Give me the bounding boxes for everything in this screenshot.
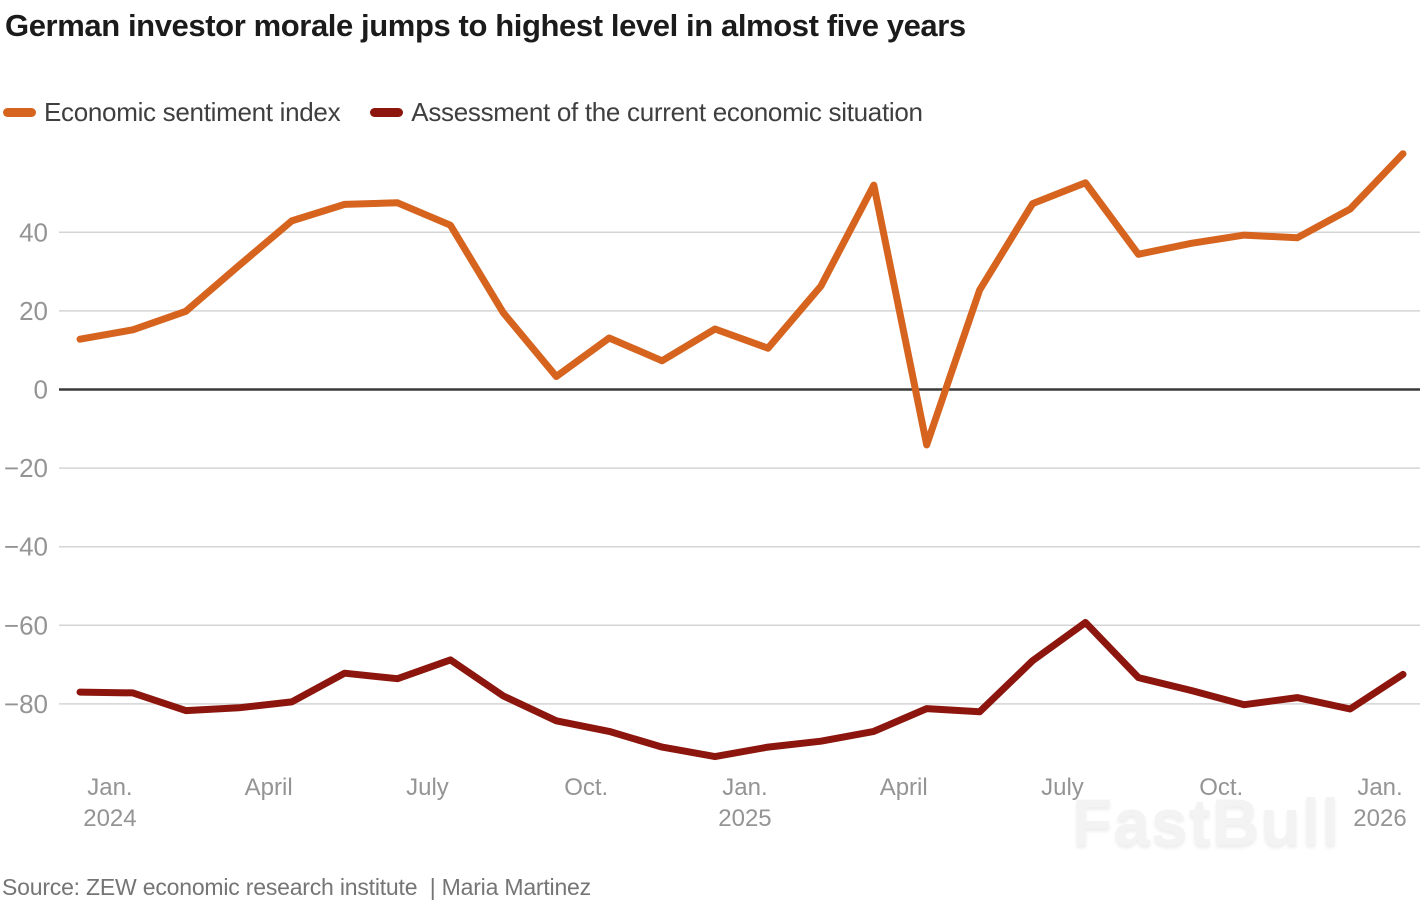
y-axis-label: −80 — [4, 689, 48, 719]
sentiment-swatch-icon — [3, 108, 36, 117]
fastbull-watermark: FastBull — [1072, 785, 1341, 859]
y-axis-label: −60 — [4, 610, 48, 640]
sentiment-line — [76, 150, 1407, 449]
y-axis-label: 40 — [19, 217, 48, 247]
x-axis-label: July — [1041, 774, 1084, 801]
x-axis-year-label: 2026 — [1353, 805, 1406, 832]
situation-line — [76, 619, 1407, 761]
y-axis-label: −40 — [4, 532, 48, 562]
x-axis-label: April — [880, 774, 928, 801]
x-axis-label: Oct. — [564, 774, 608, 801]
legend-item-sentiment: Economic sentiment index — [3, 97, 341, 128]
x-axis-label: Jan. — [1357, 774, 1402, 801]
x-axis-year-label: 2024 — [83, 805, 136, 832]
legend-label-sentiment: Economic sentiment index — [44, 97, 341, 127]
legend-label-situation: Assessment of the current economic situa… — [411, 97, 923, 127]
x-axis-label: April — [245, 774, 293, 801]
x-axis-year-label: 2025 — [718, 805, 771, 832]
x-axis-label: Oct. — [1199, 774, 1243, 801]
y-axis-label: −20 — [4, 453, 48, 483]
x-axis-label: July — [406, 774, 449, 801]
chart-title: German investor morale jumps to highest … — [5, 8, 966, 43]
y-axis-label: 20 — [19, 296, 48, 326]
y-axis-label: 0 — [34, 375, 48, 405]
source-attribution: Source: ZEW economic research institute … — [2, 874, 591, 900]
x-axis-label: Jan. — [87, 774, 132, 801]
situation-swatch-icon — [370, 108, 404, 117]
legend: Economic sentiment index Assessment of t… — [3, 97, 923, 128]
legend-item-situation: Assessment of the current economic situa… — [370, 97, 923, 128]
x-axis-label: Jan. — [722, 774, 767, 801]
